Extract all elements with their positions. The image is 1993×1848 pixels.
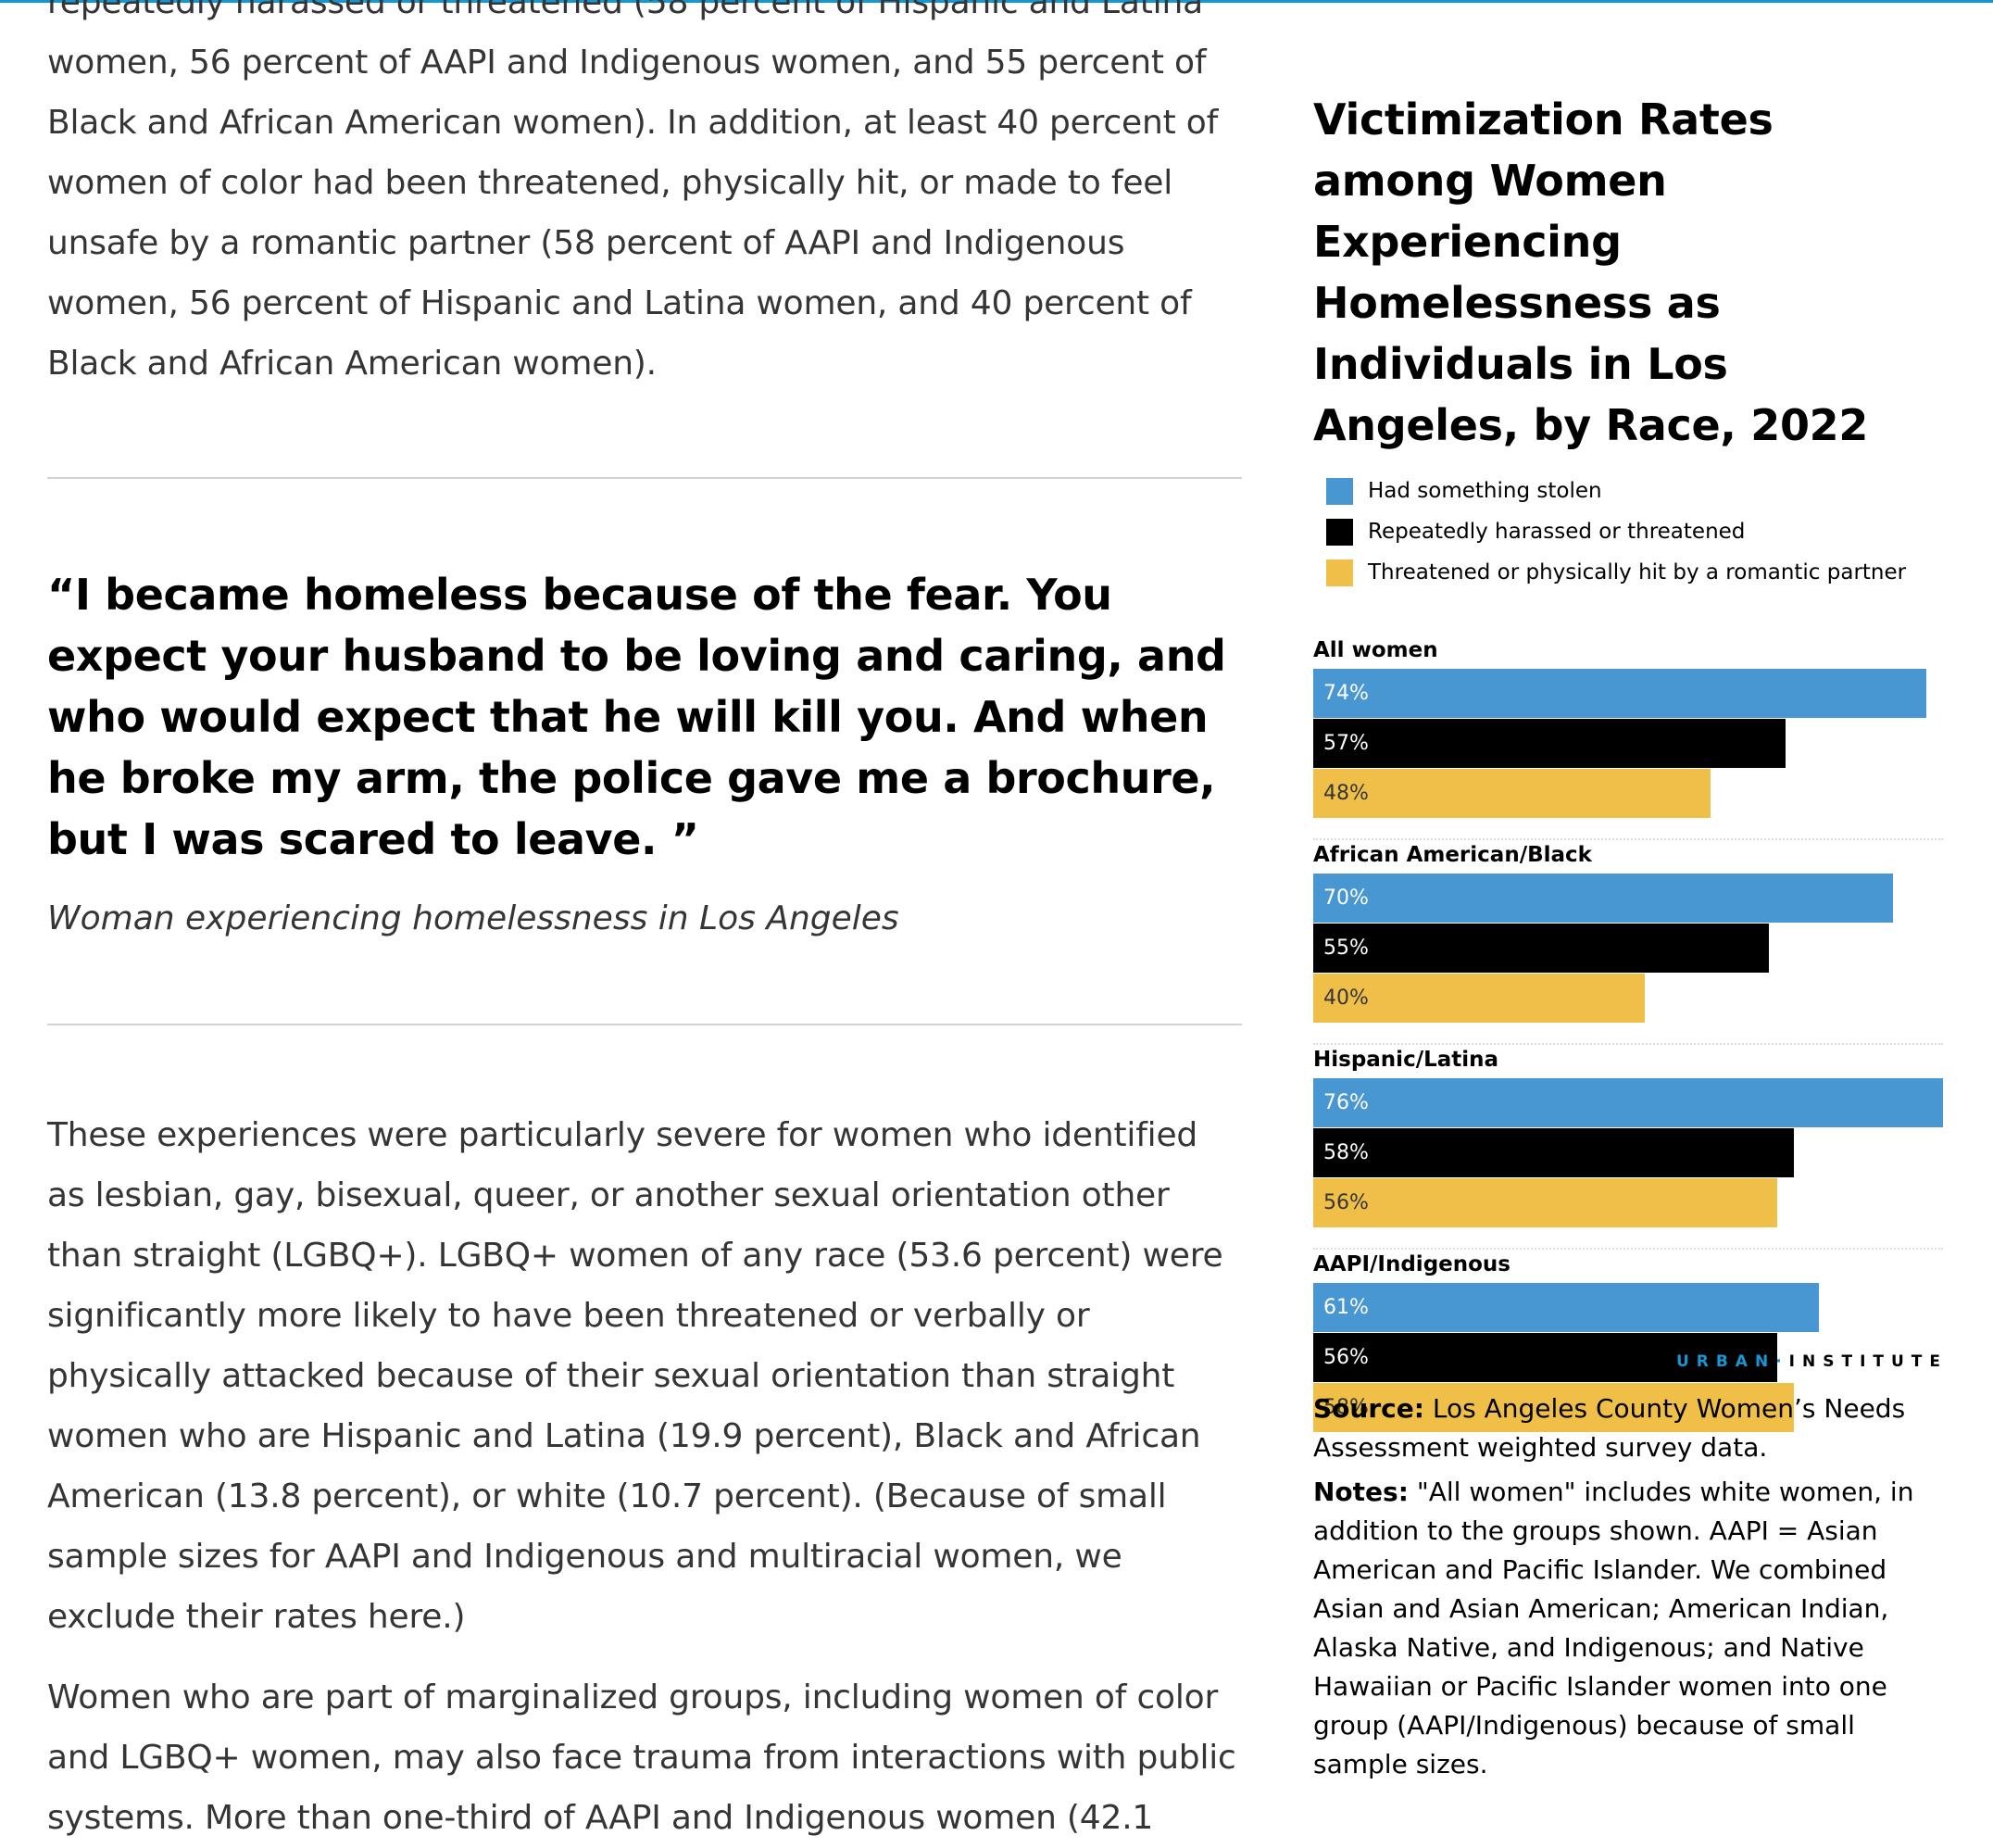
data-label: 70%	[1323, 886, 1369, 910]
bar-group: AAPI/Indigenous 61% 56% 58%	[1313, 1250, 1943, 1454]
data-label: 58%	[1323, 1141, 1369, 1164]
bar: 74%	[1313, 669, 1926, 718]
legend-item: Had something stolen	[1313, 471, 1943, 511]
data-label: 48%	[1323, 782, 1369, 805]
legend-item: Repeatedly harassed or threatened	[1313, 511, 1943, 552]
bar-group: Hispanic/Latina 76% 58% 56%	[1313, 1045, 1943, 1250]
data-label: 56%	[1323, 1346, 1369, 1369]
pull-quote: “I became homeless because of the fear. …	[47, 479, 1242, 942]
quote-text: “I became homeless because of the fear. …	[47, 570, 1226, 864]
bar: 70%	[1313, 874, 1893, 923]
divider-top	[47, 477, 1242, 479]
data-label: 40%	[1323, 987, 1369, 1010]
divider-bottom	[47, 1024, 1242, 1025]
bar-group: All women 74% 57% 48%	[1313, 635, 1943, 840]
chart-plot-area: All women 74% 57% 48% African American/Black…	[1313, 635, 1943, 1454]
data-label: 74%	[1323, 682, 1369, 705]
bar: 40%	[1313, 974, 1645, 1023]
paragraph-intro: repeatedly harassed or threatened (58 pe…	[47, 0, 1219, 383]
category-label: All women	[1313, 638, 1438, 662]
quote-attribution: Woman experiencing homelessness in Los A…	[47, 899, 899, 937]
article-column: repeatedly harassed or threatened (58 pe…	[47, 0, 1242, 1848]
paragraph-marginalized: Women who are part of marginalized group…	[47, 1678, 1236, 1837]
group-separator	[1313, 838, 1943, 840]
category-label: Hispanic/Latina	[1313, 1048, 1499, 1072]
legend-label: Repeatedly harassed or threatened	[1368, 520, 1746, 544]
group-separator	[1313, 1043, 1943, 1045]
source-note: Source: Los Angeles County Women’s Needs…	[1313, 1393, 1906, 1463]
bar: 58%	[1313, 1128, 1794, 1177]
chart-notes: Source: Los Angeles County Women’s Needs…	[1313, 1389, 1952, 1790]
bar: 61%	[1313, 1283, 1819, 1332]
bar: 55%	[1313, 924, 1769, 973]
bar: 56%	[1313, 1333, 1777, 1382]
data-label: 61%	[1323, 1296, 1369, 1319]
category-label: African American/Black	[1313, 843, 1592, 867]
bar: 56%	[1313, 1178, 1777, 1227]
chart-title: Victimization Rates among Women Experien…	[1313, 94, 1869, 450]
data-label: 57%	[1323, 732, 1369, 755]
data-label: 76%	[1323, 1091, 1369, 1114]
legend-item: Threatened or physically hit by a romant…	[1313, 552, 1943, 593]
bar: 58%	[1313, 1383, 1794, 1432]
legend-label: Had something stolen	[1368, 479, 1602, 503]
category-label: AAPI/Indigenous	[1313, 1252, 1510, 1276]
bar: 57%	[1313, 719, 1786, 768]
legend-swatch	[1326, 559, 1353, 586]
data-label: 55%	[1323, 937, 1369, 960]
bar: 76%	[1313, 1078, 1943, 1127]
top-accent-rule	[0, 0, 1993, 3]
bar-group: African American/Black 70% 55% 40%	[1313, 840, 1943, 1045]
notes-text: Notes: "All women" includes white women,…	[1313, 1477, 1914, 1779]
paragraph-lgbq: These experiences were particularly seve…	[47, 1116, 1223, 1636]
legend-swatch	[1326, 477, 1353, 505]
group-separator	[1313, 1248, 1943, 1250]
data-label: 56%	[1323, 1191, 1369, 1214]
chart-legend: Had something stolen Repeatedly harassed…	[1313, 471, 1943, 593]
data-label: 58%	[1323, 1396, 1369, 1419]
chart-figure: Victimization Rates among Women Experien…	[1313, 89, 1943, 1454]
urban-institute-logo: URBAN·INSTITUTE	[1675, 1352, 1948, 1371]
bar: 48%	[1313, 769, 1711, 818]
legend-label: Threatened or physically hit by a romant…	[1368, 560, 1907, 585]
legend-swatch	[1326, 518, 1353, 546]
